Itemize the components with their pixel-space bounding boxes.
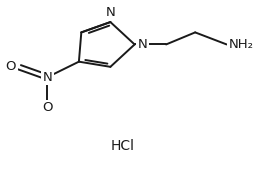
- Text: N: N: [138, 38, 147, 51]
- Text: O: O: [42, 101, 53, 114]
- Text: N: N: [43, 71, 52, 84]
- Text: N: N: [106, 6, 115, 19]
- Text: HCl: HCl: [110, 139, 134, 153]
- Text: NH₂: NH₂: [229, 38, 254, 51]
- Text: O: O: [5, 60, 16, 73]
